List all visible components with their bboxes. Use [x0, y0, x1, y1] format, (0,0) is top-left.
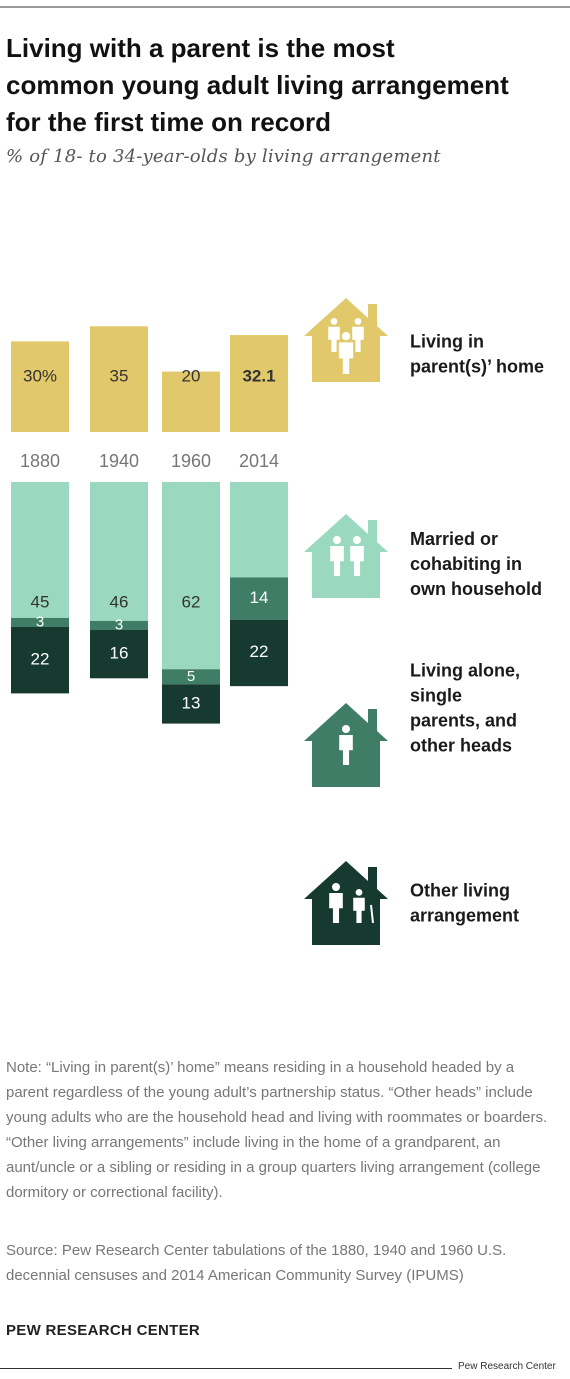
legend-label-4-line-2: arrangement [410, 905, 519, 925]
bar-alone-1880 [11, 617, 69, 627]
legend-label-3-line-4: other heads [410, 735, 512, 755]
bar-parent-1960 [162, 371, 220, 432]
image-credit: Pew Research Center [458, 1361, 556, 1372]
title-line-1: Living with a parent is the most [6, 33, 395, 63]
label-alone-1960: 5 [187, 668, 195, 685]
icon-figure-parent-2 [352, 318, 364, 352]
label-married-1960: 62 [182, 592, 201, 611]
label-other-1940: 16 [110, 644, 129, 663]
legend-label-2-line-3: own household [410, 579, 542, 599]
label-alone-1880: 3 [36, 613, 44, 630]
stacked-bar-chart: 30% 1880 45 3 22 35 1940 46 3 16 20 1960 62 5 13 32.1 20… [11, 298, 544, 945]
label-parent-1960: 20 [182, 366, 201, 385]
icon-figure-single [339, 725, 353, 765]
legend-label-2-line-2: cohabiting in [410, 554, 522, 574]
year-label-1940: 1940 [99, 451, 139, 471]
icon-figure-partner-1 [330, 536, 344, 576]
legend-label-3-line-1: Living alone, [410, 660, 520, 680]
icon-figure-adult [329, 883, 343, 923]
bar-other-1960 [162, 684, 220, 724]
bar-married-2014 [230, 482, 288, 578]
legend-label-4-line-1: Other living [410, 880, 510, 900]
cane-icon [370, 904, 374, 924]
bar-alone-1940 [90, 620, 148, 630]
label-married-1880: 45 [31, 592, 50, 611]
top-rule [0, 6, 570, 8]
chart-source: Source: Pew Research Center tabulations … [6, 1242, 507, 1284]
brand-name: PEW RESEARCH CENTER [6, 1322, 201, 1339]
label-parent-2014: 32.1 [242, 366, 275, 385]
label-alone-2014: 14 [250, 588, 269, 607]
icon-figure-child [338, 332, 354, 374]
title-line-2: common young adult living arrangement [6, 70, 509, 100]
bar-other-1880 [11, 626, 69, 694]
bar-married-1960 [162, 482, 220, 670]
legend-label-3-line-3: parents, and [410, 710, 517, 730]
legend-label-2-line-1: Married or [410, 529, 498, 549]
bar-married-1940 [90, 482, 148, 621]
house-elderly-person-icon [304, 861, 388, 945]
legend-label-1-line-2: parent(s)’ home [410, 356, 544, 376]
bar-alone-1960 [162, 669, 220, 685]
year-label-2014: 2014 [239, 451, 279, 471]
footer-rule [0, 1368, 452, 1369]
bar-married-1880 [11, 482, 69, 618]
bar-alone-2014 [230, 577, 288, 620]
label-other-1880: 22 [31, 649, 50, 668]
chart-note: Note: “Living in parent(s)’ home” means … [6, 1059, 548, 1201]
icon-figure-partner-2 [350, 536, 364, 576]
legend-label-3-line-2: single [410, 685, 462, 705]
bar-other-2014 [230, 619, 288, 687]
label-married-1940: 46 [110, 592, 129, 611]
label-other-1960: 13 [182, 693, 201, 712]
bar-parent-1940 [90, 326, 148, 432]
icon-figure-elderly [353, 889, 365, 923]
label-alone-1940: 3 [115, 616, 123, 633]
title-line-3: for the first time on record [6, 107, 332, 137]
icon-figure-parent-1 [328, 318, 340, 352]
year-label-1880: 1880 [20, 451, 60, 471]
label-parent-1940: 35 [110, 366, 129, 385]
bar-parent-2014 [230, 335, 288, 432]
bar-other-1940 [90, 629, 148, 679]
bar-parent-1880 [11, 341, 69, 432]
label-parent-1880: 30% [23, 366, 57, 385]
house-couple-icon [304, 514, 388, 598]
legend-label-1-line-1: Living in [410, 331, 484, 351]
year-label-1960: 1960 [171, 451, 211, 471]
chart-subtitle: % of 18- to 34-year-olds by living arran… [6, 146, 441, 167]
label-other-2014: 22 [250, 642, 269, 661]
chart-title: Living with a parent is the most common … [6, 30, 566, 141]
